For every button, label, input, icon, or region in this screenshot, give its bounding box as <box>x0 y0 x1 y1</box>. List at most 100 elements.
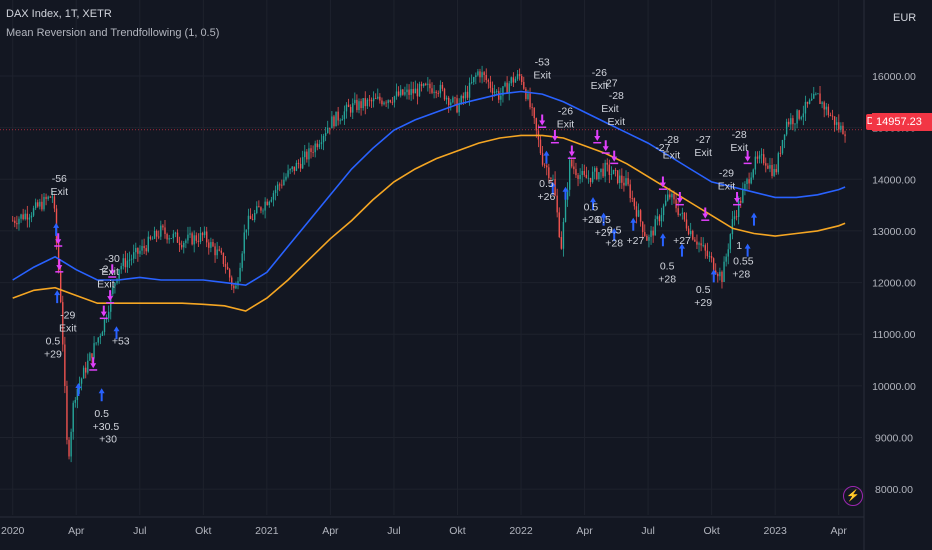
trade-label: -56 <box>52 173 67 185</box>
exit-arrow <box>56 259 63 271</box>
candle-body <box>583 170 585 175</box>
trade-label: +30 <box>99 434 117 446</box>
candle-body <box>658 216 661 222</box>
y-tick-label: 16000.00 <box>872 71 916 83</box>
candle-body <box>362 98 364 109</box>
candle-body <box>802 113 805 118</box>
candle-body <box>667 194 669 201</box>
candle-body <box>395 91 398 97</box>
candle-body <box>216 249 218 256</box>
candle-body <box>704 245 706 251</box>
candle-body <box>566 189 569 200</box>
candle-body <box>377 96 379 99</box>
candle-body <box>283 179 285 185</box>
candle-body <box>322 135 325 143</box>
candle-body <box>808 100 811 104</box>
candle-body <box>687 228 690 235</box>
exit-arrow <box>734 191 741 203</box>
candle-body <box>562 221 565 249</box>
candle-body <box>452 97 454 103</box>
trade-label: 0.55 <box>733 256 754 268</box>
candle-body <box>287 170 289 177</box>
candle-body <box>648 236 650 241</box>
x-tick-label: 2020 <box>1 525 25 537</box>
candle-body <box>579 174 581 179</box>
trade-label: +28 <box>732 268 750 280</box>
candle-body <box>500 95 502 100</box>
candle-body <box>30 215 33 218</box>
candle-body <box>155 231 158 237</box>
candle-body <box>99 335 102 338</box>
candle-body <box>318 144 321 148</box>
candle-body <box>222 252 225 265</box>
exit-arrow <box>611 150 618 162</box>
candle-body <box>193 235 195 245</box>
candle-body <box>840 125 842 130</box>
candle-body <box>208 242 210 248</box>
candle-body <box>235 285 237 289</box>
candle-body <box>195 235 197 241</box>
candle-body <box>539 139 542 154</box>
candle-body <box>59 271 62 303</box>
symbol-title[interactable]: DAX Index, 1T, XETR <box>6 8 112 20</box>
candle-body <box>458 103 460 113</box>
candle-body <box>823 102 825 110</box>
candle-body <box>627 178 629 185</box>
candle-body <box>635 206 638 217</box>
candle-body <box>508 83 510 93</box>
indicator-title[interactable]: Mean Reversion and Trendfollowing (1, 0.… <box>6 27 220 39</box>
exit-bar <box>99 317 108 320</box>
candle-body <box>420 83 423 87</box>
candle-body <box>231 277 233 286</box>
entry-arrow <box>590 197 597 211</box>
exit-arrow <box>702 207 709 219</box>
candle-body <box>124 258 127 268</box>
moving-averages <box>12 90 846 312</box>
candle-body <box>775 169 777 173</box>
trade-label: +27 <box>595 227 613 239</box>
candle-body <box>491 87 494 94</box>
candle-body <box>836 122 838 125</box>
lightning-icon[interactable]: ⚡ <box>843 486 863 506</box>
candle-body <box>379 96 381 101</box>
candle-body <box>715 270 717 274</box>
candle-body <box>689 230 692 235</box>
candle-body <box>218 249 220 251</box>
currency-label: EUR <box>893 12 917 24</box>
exit-bar <box>733 203 742 206</box>
candle-body <box>621 175 623 183</box>
candle-body <box>160 225 162 237</box>
series-line <box>12 134 846 312</box>
exit-bar <box>593 141 602 144</box>
exit-arrow <box>744 150 751 162</box>
entry-arrow <box>659 233 666 247</box>
candle-body <box>756 156 759 159</box>
x-tick-label: Apr <box>831 525 848 537</box>
candle-body <box>291 166 293 169</box>
candle-body <box>352 103 354 113</box>
candle-body <box>504 82 506 87</box>
candle-body <box>531 107 533 108</box>
candle-body <box>418 83 421 97</box>
exit-bar <box>538 126 547 128</box>
candle-body <box>316 143 318 148</box>
candle-body <box>758 155 761 159</box>
candle-body <box>187 234 189 241</box>
exit-arrow <box>539 114 546 126</box>
candle-body <box>594 168 596 172</box>
candle-body <box>493 91 496 94</box>
candle-body <box>560 236 563 249</box>
candle-body <box>272 193 275 200</box>
trade-label: 0.5 <box>94 408 109 420</box>
candle-body <box>185 240 187 243</box>
candle-body <box>779 153 782 155</box>
candle-body <box>475 75 477 78</box>
candle-body <box>153 231 156 239</box>
exit-arrow <box>100 305 107 317</box>
exit-bar <box>550 141 559 144</box>
candle-body <box>206 231 208 243</box>
candle-body <box>479 71 481 78</box>
candle-body <box>281 184 283 186</box>
candle-body <box>470 82 473 83</box>
